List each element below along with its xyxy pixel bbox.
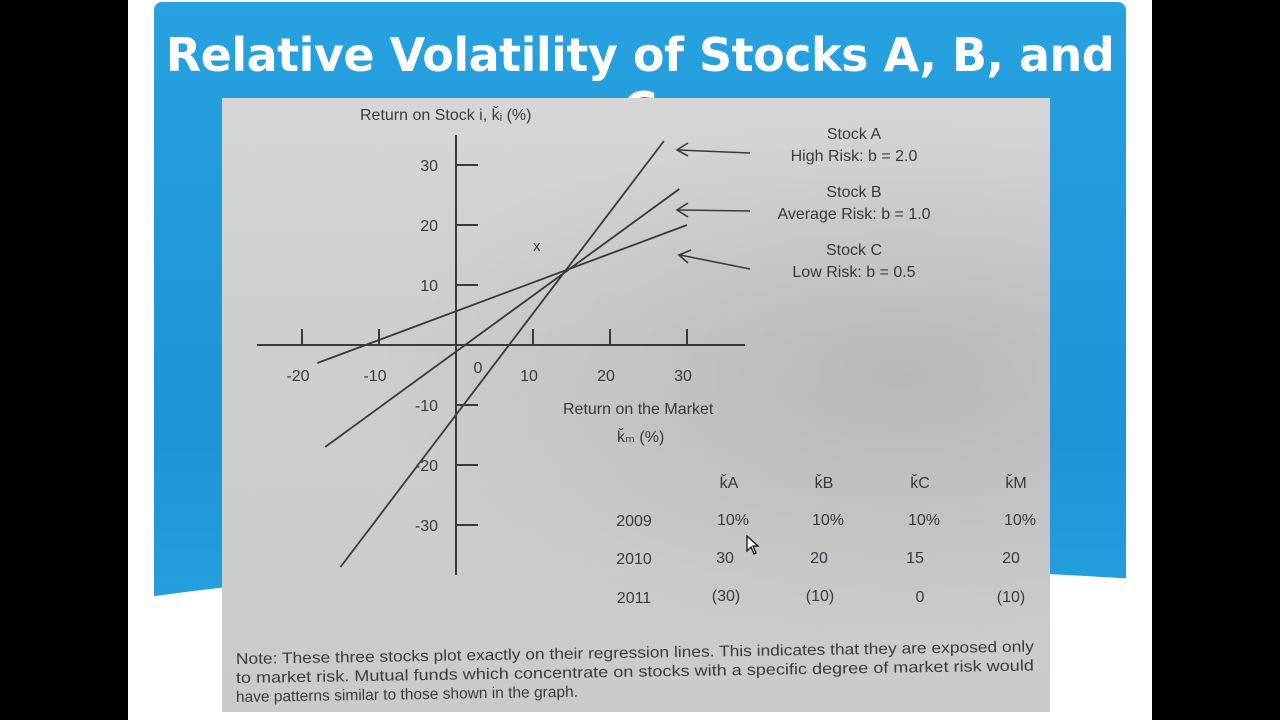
table-header-kb: ǩB (815, 473, 834, 492)
table-cell: 10% (1004, 512, 1036, 529)
note-line-3: have patterns similar to those shown in … (236, 684, 578, 706)
chart: Return on Stock i, ǩᵢ (%) -20 -10 0 10 20 30 3… (236, 105, 1036, 706)
table-row-year: 2011 (617, 590, 652, 607)
arrow-stock-a-icon (675, 142, 751, 157)
chart-note: Note: These three stocks plot exactly on… (236, 638, 1034, 706)
x-tick-label: -10 (363, 368, 386, 385)
table-header-kc: ǩC (910, 473, 930, 492)
y-tick-label: -30 (415, 518, 438, 535)
x-tick-label: 30 (674, 368, 692, 385)
table-header-km: ǩM (1005, 473, 1026, 492)
series-line-stock-a (339, 140, 665, 568)
legend-stock-c-name: Stock C (826, 242, 882, 259)
legend-stock-a-name: Stock A (827, 126, 882, 143)
table-cell: (10) (997, 589, 1025, 606)
table-row-year: 2009 (616, 513, 652, 530)
table-cell: 30 (716, 550, 734, 567)
x-tick-label: 10 (520, 368, 538, 385)
y-axis-label: Return on Stock i, ǩᵢ (%) (360, 105, 531, 124)
arrow-stock-b-icon (675, 202, 751, 218)
y-tick-label: 20 (420, 218, 438, 235)
table-cell: 15 (906, 550, 924, 567)
series-line-stock-b (324, 188, 680, 448)
x-axis-label-line2: ǩₘ (%) (617, 427, 664, 446)
textbook-photo: Return on Stock i, ǩᵢ (%) -20 -10 0 10 20 30 3… (222, 98, 1050, 712)
table-cell: (10) (806, 588, 834, 605)
y-tick-label: -10 (415, 398, 438, 415)
y-tick-label: -20 (415, 458, 438, 475)
legend-stock-a-risk: High Risk: b = 2.0 (791, 148, 918, 165)
table-cell: 20 (1002, 550, 1020, 567)
x-tick-label: 20 (597, 368, 615, 385)
table-cell: 0 (916, 589, 925, 606)
y-tick-label: 30 (420, 158, 438, 175)
x-axis-label-line1: Return on the Market (563, 401, 714, 418)
series-line-stock-c (317, 224, 688, 364)
table-cell: (30) (712, 588, 740, 605)
table-cell: 10% (908, 512, 940, 529)
legend-stock-b-risk: Average Risk: b = 1.0 (777, 206, 930, 223)
table-cell: 10% (812, 512, 844, 529)
mouse-cursor-icon (746, 535, 760, 555)
table-header-ka: ǩA (720, 473, 739, 492)
x-tick-label: -20 (286, 368, 309, 385)
table-cell: 20 (810, 550, 828, 567)
arrow-stock-c-icon (677, 249, 751, 270)
table-cell: 10% (717, 512, 749, 529)
x-tick-label: 0 (474, 360, 483, 377)
returns-table: ǩA ǩB ǩC ǩM 2009 10% 10% 10% 10% 2010 30… (616, 473, 1036, 607)
legend-stock-c-risk: Low Risk: b = 0.5 (792, 264, 915, 281)
chart-annotation-x: x (533, 238, 541, 255)
legend-stock-b-name: Stock B (826, 184, 881, 201)
y-tick-label: 10 (420, 278, 438, 295)
table-row-year: 2010 (616, 551, 652, 568)
